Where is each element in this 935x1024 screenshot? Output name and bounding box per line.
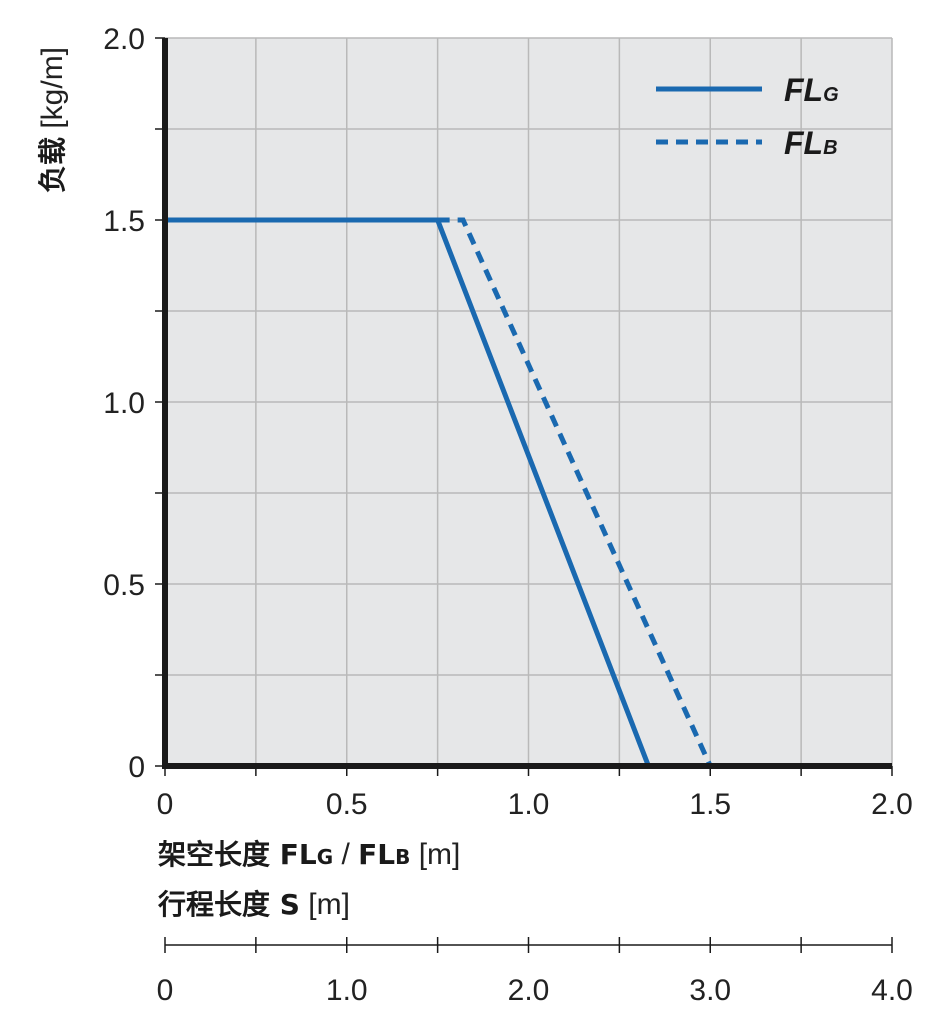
x-tick-label: 1.0 <box>508 788 550 821</box>
secondary-tick-label: 1.0 <box>326 974 368 1007</box>
x-axis-title-sub-g: G <box>317 845 333 869</box>
secondary-tick-label: 4.0 <box>871 974 913 1007</box>
grid <box>165 37 893 766</box>
secondary-x-axis-title: 行程长度 S [m] <box>157 888 350 921</box>
x-tick-label: 2.0 <box>871 788 913 821</box>
series-layer <box>165 217 713 768</box>
series-line-fl-b <box>437 217 713 768</box>
secondary-tick-label: 2.0 <box>508 974 550 1007</box>
x-tick-label: 0 <box>157 788 174 821</box>
x-axis-title: 架空长度 FLG / FLB [m] <box>158 838 460 871</box>
y-axis-title: 负载 [kg/m] <box>36 47 69 193</box>
x-axis-title-unit: [m] <box>410 838 460 871</box>
secondary-x-axis-title-unit: [m] <box>300 888 350 921</box>
axes <box>155 37 893 776</box>
x-tick-label: 0.5 <box>326 788 368 821</box>
y-axis-title-unit: [kg/m] <box>36 47 69 137</box>
secondary-x-axis: 0 1.0 2.0 3.0 4.0 <box>157 937 913 1007</box>
secondary-tick-label: 3.0 <box>689 974 731 1007</box>
x-axis-title-sep: / <box>333 838 358 871</box>
x-tick-label: 1.5 <box>689 788 731 821</box>
y-tick-label: 1.5 <box>103 205 145 238</box>
y-tick-label: 0 <box>128 751 145 784</box>
legend-label-fl-g-sub: G <box>823 84 839 106</box>
tick-labels: 0 0.5 1.0 1.5 2.0 0 0.5 1.0 1.5 2.0 <box>103 23 913 821</box>
legend-label-fl-b: FLB <box>784 125 838 161</box>
y-tick-label: 0.5 <box>103 569 145 602</box>
legend-label-fl-g-main: FL <box>784 72 823 108</box>
secondary-x-axis-title-bold: 行程长度 S <box>157 888 300 921</box>
secondary-tick-label: 0 <box>157 974 174 1007</box>
legend: FLG FLB <box>656 72 839 161</box>
legend-label-fl-g: FLG <box>784 72 839 108</box>
x-axis-title-bold: 架空长度 FL <box>158 838 317 871</box>
y-tick-label: 2.0 <box>103 23 145 56</box>
x-axis-title-bold-2: FL <box>358 838 395 871</box>
y-tick-label: 1.0 <box>103 387 145 420</box>
legend-label-fl-b-main: FL <box>784 125 823 161</box>
y-axis-title-bold: 负载 <box>36 137 69 193</box>
x-axis-title-sub-b: B <box>395 845 410 869</box>
legend-label-fl-b-sub: B <box>823 137 837 159</box>
